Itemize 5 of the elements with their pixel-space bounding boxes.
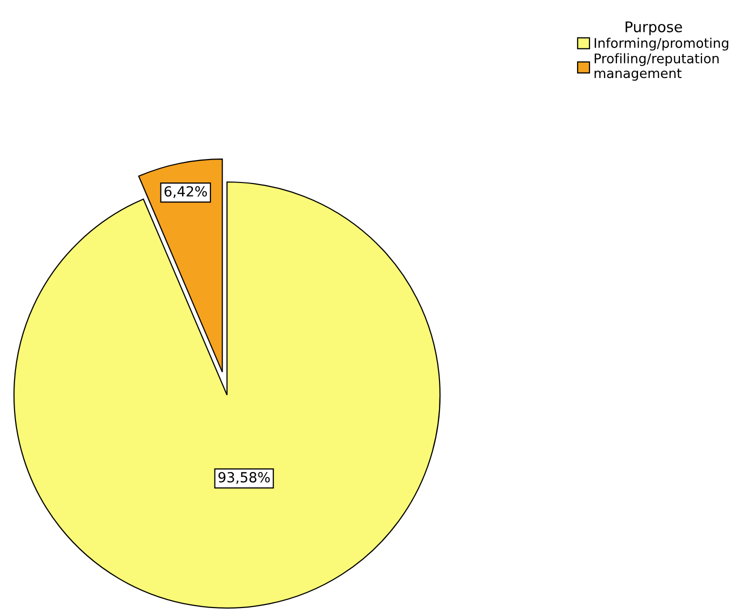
data-label: 6,42% <box>164 186 207 198</box>
data-label: 93,58% <box>218 472 270 484</box>
legend-label: Informing/promoting <box>594 38 728 51</box>
legend-title: Purpose <box>626 21 682 36</box>
legend-label: Profiling/reputation management <box>594 53 719 81</box>
